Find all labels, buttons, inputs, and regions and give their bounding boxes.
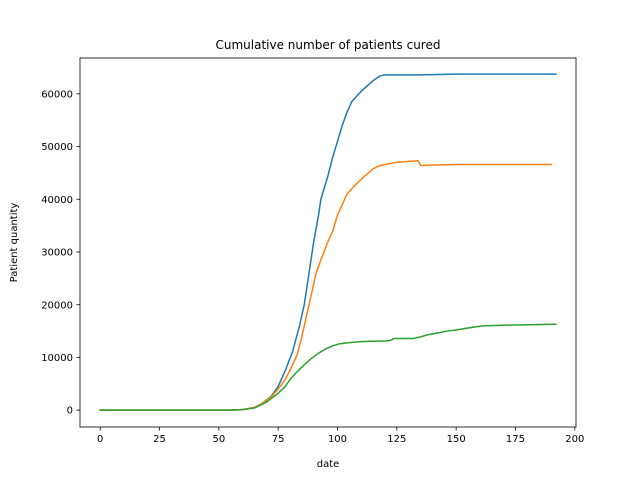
x-tick-label: 50 [212, 434, 225, 445]
series-line-1 [99, 73, 557, 411]
y-tick-label: 50000 [41, 142, 73, 153]
series-layer [99, 73, 557, 411]
y-axis: 0 10000 20000 30000 40000 50000 60000 [41, 89, 80, 417]
series-line-2 [99, 160, 552, 411]
x-tick-label: 200 [565, 434, 584, 445]
x-tick-label: 0 [97, 434, 103, 445]
x-axis-label: date [317, 459, 340, 470]
x-axis: 0 25 50 75 100 125 150 175 200 [97, 427, 584, 445]
x-tick-label: 125 [387, 434, 406, 445]
y-tick-label: 20000 [41, 300, 73, 311]
y-axis-label: Patient quantity [9, 203, 20, 283]
x-tick-label: 150 [447, 434, 466, 445]
chart-title: Cumulative number of patients cured [216, 38, 441, 52]
x-tick-label: 175 [506, 434, 525, 445]
y-tick-label: 0 [67, 406, 73, 417]
x-tick-label: 25 [153, 434, 166, 445]
y-tick-label: 40000 [41, 195, 73, 206]
y-tick-label: 60000 [41, 89, 73, 100]
x-tick-label: 75 [272, 434, 285, 445]
y-tick-label: 30000 [41, 248, 73, 259]
y-tick-label: 10000 [41, 353, 73, 364]
series-line-3 [99, 323, 557, 411]
x-tick-label: 100 [328, 434, 347, 445]
plot-area-frame [79, 57, 577, 428]
